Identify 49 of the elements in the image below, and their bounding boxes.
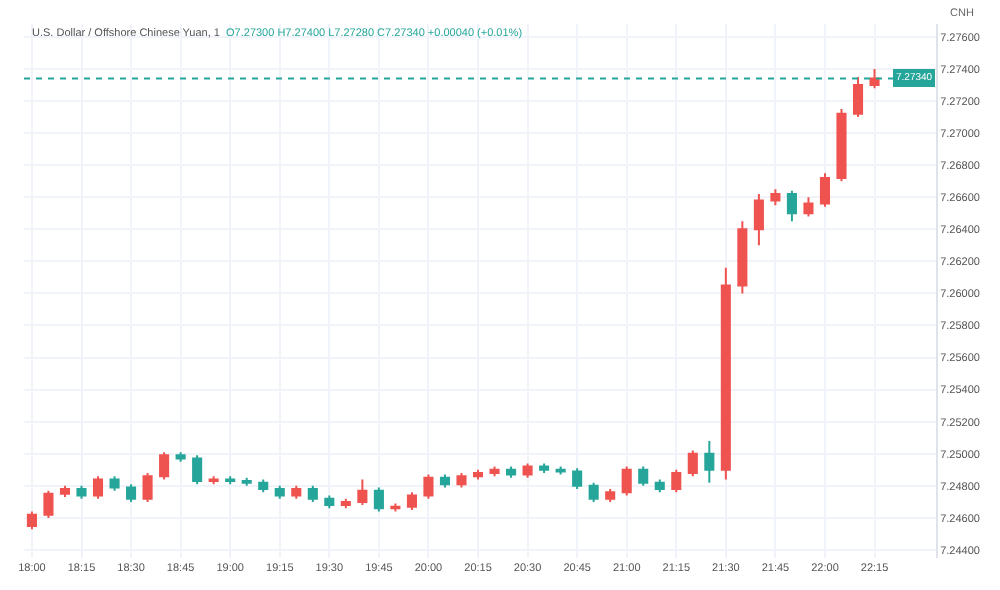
candlestick	[324, 494, 335, 510]
candlestick	[671, 468, 682, 494]
candlestick	[241, 476, 252, 487]
candlestick	[539, 462, 550, 474]
candlestick	[638, 465, 649, 487]
candlestick	[126, 483, 137, 503]
candlestick	[869, 67, 880, 90]
candlestick	[406, 491, 417, 511]
candlestick	[819, 172, 831, 208]
candlestick	[291, 484, 302, 500]
candlestick	[340, 497, 351, 510]
candlestick	[175, 451, 186, 463]
candlestick	[506, 465, 517, 479]
candlestick	[770, 188, 781, 207]
candlestick	[59, 484, 71, 499]
candlestick	[109, 475, 120, 492]
candlestick	[307, 484, 318, 503]
candlestick	[687, 449, 698, 478]
candlestick	[423, 473, 434, 500]
candlestick	[439, 473, 451, 489]
candlestick	[225, 475, 236, 486]
candlestick	[654, 478, 665, 494]
candlestick	[456, 472, 467, 489]
candlestick	[159, 451, 170, 481]
candlestick	[472, 468, 484, 481]
candlestick	[753, 192, 764, 247]
candlestick	[373, 486, 384, 513]
candlestick	[588, 481, 599, 503]
candlestick	[92, 475, 104, 500]
candlestick	[621, 465, 632, 497]
candlestick	[489, 465, 500, 478]
candlestick	[605, 488, 616, 503]
candlestick	[208, 475, 219, 486]
candlestick	[26, 510, 37, 531]
candlestick	[786, 189, 797, 223]
candlestick	[836, 108, 847, 183]
candlestick	[192, 454, 203, 486]
candlestick	[76, 484, 87, 500]
candlestick	[43, 489, 54, 519]
candlestick	[142, 472, 153, 503]
candlestick	[852, 75, 864, 118]
candlestick	[258, 478, 269, 494]
candlestick	[572, 467, 583, 491]
candlestick	[704, 439, 715, 484]
candlestick	[803, 196, 814, 218]
candlestick	[737, 220, 748, 295]
candlestick	[274, 484, 285, 500]
candlestick	[522, 462, 533, 479]
candlestick	[357, 478, 368, 507]
